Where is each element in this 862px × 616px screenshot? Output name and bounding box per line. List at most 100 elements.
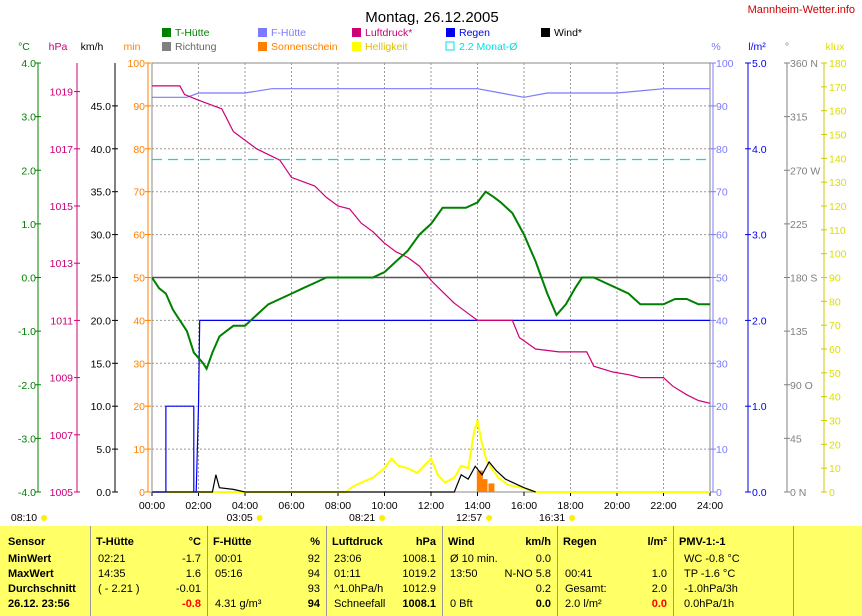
x-tick-label: 20:00 — [604, 500, 630, 512]
sun-time-label: 16:31 — [539, 512, 565, 524]
axis-tick-label: 1019 — [50, 87, 74, 99]
axis-tick-label: 1017 — [50, 144, 74, 156]
summary-cell: % — [310, 536, 320, 548]
axis-tick-label: 40 — [133, 315, 145, 327]
axis-tick-label: 1015 — [50, 201, 74, 213]
summary-cell: ( - 2.21 ) — [98, 583, 140, 595]
sun-icon — [256, 515, 263, 521]
axis-tick-label: 70 — [829, 320, 841, 332]
summary-cell: WC -0.8 °C — [684, 553, 740, 565]
axis-tick-label: 1011 — [50, 315, 73, 327]
axis-tick-label: 0.0 — [96, 487, 111, 499]
table-divider — [673, 526, 674, 616]
axis-tick-label: 0 — [716, 487, 722, 499]
summary-cell: 0.0 — [535, 598, 551, 610]
summary-cell: Ø 10 min. — [450, 553, 498, 565]
summary-cell: Schneefall — [334, 598, 386, 610]
x-tick-label: 24:00 — [697, 500, 723, 512]
summary-cell: 0.0 — [535, 553, 551, 565]
summary-cell: MinWert — [8, 553, 52, 565]
axis-tick-label: 60 — [133, 230, 145, 242]
sun-icon — [379, 515, 386, 521]
summary-cell: 1008.1 — [402, 598, 436, 610]
summary-cell: km/h — [525, 536, 551, 548]
legend-label: Luftdruck* — [365, 27, 412, 39]
axis-tick-label: 2.0 — [21, 165, 36, 177]
legend-label: Richtung — [175, 41, 217, 53]
summary-cell: hPa — [415, 536, 436, 548]
sunshine-bar — [481, 479, 488, 492]
chart-series — [151, 85, 711, 493]
summary-cell: -0.8 — [182, 598, 201, 610]
sunshine-bar — [488, 483, 495, 492]
legend-swatch — [446, 28, 455, 37]
legend-item: 2.2 Monat-Ø — [445, 41, 517, 53]
series-t-h-tte — [151, 190, 710, 371]
axis-tick-label: 1.0 — [752, 401, 767, 413]
summary-cell: 93 — [307, 583, 320, 595]
axis-tick-label: 20 — [133, 401, 145, 413]
summary-cell: Luftdruck — [332, 536, 383, 548]
axis-tick-label: 25.0 — [91, 273, 112, 285]
summary-cell: 2.0 l/m² — [565, 598, 602, 610]
summary-cell: 0.2 — [535, 583, 551, 595]
axis-tick-label: 70 — [716, 187, 728, 199]
sun-time-label: 03:05 — [226, 512, 252, 524]
legend-label: Sonnenschein — [271, 41, 338, 53]
table-divider — [793, 526, 794, 616]
summary-cell: Wind — [448, 536, 475, 548]
axis-tick-label: 10 — [133, 444, 145, 456]
summary-cell: 01:11 — [334, 568, 361, 580]
x-tick-label: 22:00 — [650, 500, 676, 512]
summary-cell: l/m² — [647, 536, 667, 548]
summary-cell: 2.0 — [651, 583, 667, 595]
table-divider — [326, 526, 327, 616]
x-tick-label: 06:00 — [278, 500, 304, 512]
axis-tick-label: 315 — [790, 112, 808, 124]
summary-cell: 1.6 — [185, 568, 201, 580]
axis-unit: klux — [826, 41, 845, 53]
summary-cell: -1.7 — [182, 553, 201, 565]
summary-cell: Durchschnitt — [8, 583, 76, 595]
axis-tick-label: 170 — [829, 82, 847, 94]
axis-tick-label: 45.0 — [91, 101, 112, 113]
summary-cell: 92 — [307, 553, 320, 565]
axis-unit: hPa — [49, 41, 68, 53]
summary-cell: 14:35 — [98, 568, 126, 580]
axis-tick-label: 150 — [829, 130, 847, 142]
time-annotations: 08:10 03:05 08:21 12:57 16:31 — [11, 512, 576, 524]
table-divider — [442, 526, 443, 616]
x-tick-label: 10:00 — [371, 500, 397, 512]
legend-swatch — [258, 28, 267, 37]
summary-cell: TP -1.6 °C — [684, 568, 736, 580]
legend-item: T-Hütte — [162, 27, 210, 39]
legend-swatch — [541, 28, 550, 37]
summary-cell: 0.0hPa/1h — [684, 598, 735, 610]
axis-tick-label: 0 — [829, 487, 835, 499]
axis-tick-label: 90 — [829, 273, 841, 285]
axis-tick-label: 180 S — [790, 273, 817, 285]
table-divider — [90, 526, 91, 616]
summary-cell: 00:01 — [215, 553, 243, 565]
axis-tick-label: 2.0 — [752, 315, 767, 327]
axis-tick-label: 30 — [133, 358, 145, 370]
axis-tick-label: 0.0 — [21, 273, 36, 285]
axis-tick-label: 100 — [829, 249, 847, 261]
axis-tick-label: 90 O — [790, 380, 813, 392]
summary-cell: 94 — [307, 598, 320, 610]
axis-tick-label: 50 — [829, 368, 841, 380]
axis-tick-label: 135 — [790, 326, 808, 338]
axis-tick-label: 1009 — [50, 373, 74, 385]
axis-tick-label: 110 — [829, 225, 846, 237]
axis-tick-label: 90 — [716, 101, 728, 113]
chart-legend: T-Hütte F-Hütte Luftdruck* Regen Wind* Richtu… — [162, 27, 582, 53]
axis-tick-label: 180 — [829, 58, 847, 70]
legend-label: Helligkeit — [365, 41, 408, 53]
series-helligkeit — [152, 420, 710, 493]
brand-label: Mannheim-Wetter.info — [748, 4, 855, 16]
axis-tick-label: 10.0 — [91, 401, 112, 413]
weather-chart: Montag, 26.12.2005 Mannheim-Wetter.info … — [11, 4, 855, 524]
x-tick-label: 00:00 — [139, 500, 165, 512]
table-divider — [557, 526, 558, 616]
axis-unit: km/h — [81, 41, 104, 53]
